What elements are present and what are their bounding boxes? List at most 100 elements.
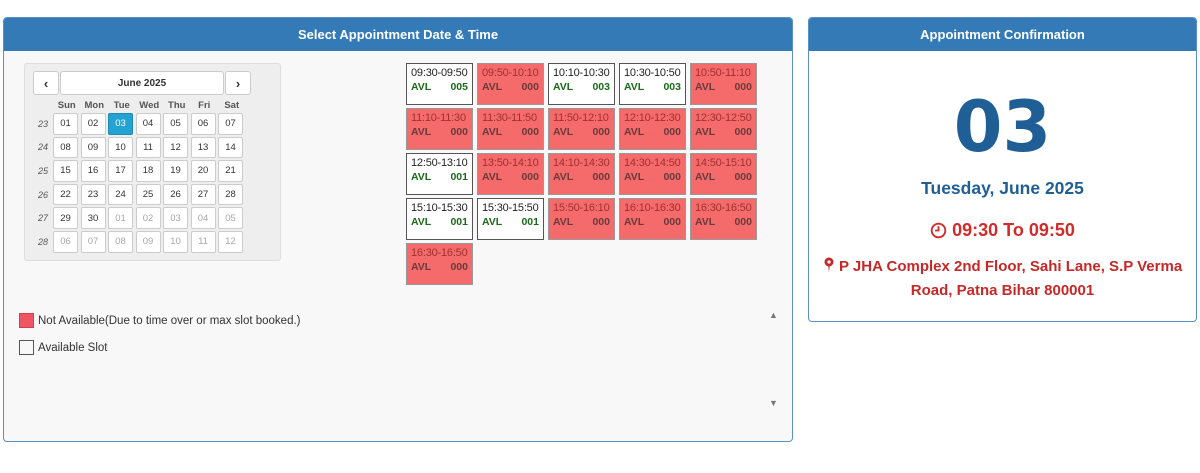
confirmation-time-text: 09:30 To 09:50	[952, 220, 1075, 240]
calendar-day[interactable]: 19	[163, 160, 188, 182]
slot-time: 14:50-15:10	[695, 157, 752, 169]
calendar-week-row: 23 01 02 03 04 05 06 07	[33, 112, 246, 136]
calendar-week-row: 26 22 23 24 25 26 27 28	[33, 183, 246, 207]
slot-time: 16:30-16:50	[411, 247, 468, 259]
calendar-next-button[interactable]: ›	[225, 71, 251, 95]
slot-count: 000	[521, 126, 539, 138]
calendar-day[interactable]: 10	[108, 136, 133, 159]
calendar-day[interactable]: 09	[80, 136, 106, 159]
calendar-day[interactable]: 11	[135, 136, 161, 159]
calendar-day[interactable]: 07	[218, 113, 243, 135]
calendar-day[interactable]: 20	[190, 160, 216, 182]
calendar-day[interactable]: 12	[218, 231, 243, 253]
slot-time: 15:10-15:30	[411, 202, 468, 214]
confirmation-date: Tuesday, June 2025	[921, 178, 1084, 198]
slot-count: 000	[450, 126, 468, 138]
weekday-header: Wed	[139, 100, 160, 111]
calendar-day[interactable]: 26	[163, 183, 188, 206]
time-slot-unavailable: 12:10-12:30 AVL 000	[619, 108, 686, 150]
calendar-day[interactable]: 06	[190, 113, 216, 135]
confirmation-address: P JHA Complex 2nd Floor, Sahi Lane, S.P …	[819, 255, 1186, 303]
time-slot-available[interactable]: 15:10-15:30 AVL 001	[406, 198, 473, 240]
slot-time: 10:50-11:10	[695, 67, 751, 79]
calendar-day[interactable]: 07	[80, 231, 106, 253]
slot-time: 15:30-15:50	[482, 202, 539, 214]
calendar-day[interactable]: 21	[218, 160, 243, 182]
slot-count: 000	[592, 126, 610, 138]
slot-availability: AVL 000	[411, 261, 468, 273]
calendar-day[interactable]: 06	[53, 231, 78, 253]
slot-avl-label: AVL	[624, 171, 645, 183]
slot-time: 11:30-11:50	[482, 112, 537, 124]
calendar-week-row: 27 29 30 01 02 03 04 05	[33, 206, 246, 230]
calendar-day[interactable]: 28	[218, 183, 243, 206]
calendar-day[interactable]: 24	[108, 183, 133, 206]
calendar-day[interactable]: 15	[53, 160, 78, 182]
slot-count: 003	[663, 81, 681, 93]
time-slot-available[interactable]: 09:30-09:50 AVL 005	[406, 63, 473, 105]
calendar-day[interactable]: 05	[163, 113, 188, 135]
slot-availability: AVL 000	[482, 171, 539, 183]
slot-time: 13:50-14:10	[482, 157, 539, 169]
slot-time: 12:30-12:50	[695, 112, 752, 124]
time-slot-available[interactable]: 12:50-13:10 AVL 001	[406, 153, 473, 195]
calendar-day[interactable]: 30	[80, 207, 106, 229]
slot-time: 14:10-14:30	[553, 157, 610, 169]
calendar-day[interactable]: 12	[163, 136, 188, 159]
time-slot-available[interactable]: 15:30-15:50 AVL 001	[477, 198, 544, 240]
calendar-month-label[interactable]: June 2025	[60, 71, 224, 95]
week-number: 23	[37, 118, 48, 129]
slot-time: 12:50-13:10	[411, 157, 468, 169]
calendar-day[interactable]: 18	[135, 160, 161, 182]
calendar: ‹ June 2025 › Sun Mon Tue Wed Thu Fri Sat 23 01 0…	[24, 63, 281, 261]
calendar-day[interactable]: 08	[53, 136, 78, 159]
slot-count: 000	[663, 126, 681, 138]
scroll-down-icon[interactable]: ▼	[769, 398, 778, 408]
calendar-day[interactable]: 09	[135, 231, 161, 253]
calendar-day[interactable]: 25	[135, 183, 161, 206]
calendar-day[interactable]: 13	[190, 136, 216, 159]
time-slot-available[interactable]: 10:30-10:50 AVL 003	[619, 63, 686, 105]
scroll-up-icon[interactable]: ▲	[769, 310, 778, 320]
slot-count: 000	[663, 171, 681, 183]
calendar-day[interactable]: 03	[163, 207, 188, 229]
time-slot-unavailable: 16:30-16:50 AVL 000	[406, 243, 473, 285]
slot-availability: AVL 000	[553, 171, 610, 183]
calendar-day[interactable]: 01	[108, 207, 133, 229]
slot-availability: AVL 001	[411, 216, 468, 228]
calendar-day[interactable]: 02	[80, 113, 106, 135]
available-swatch	[19, 340, 34, 355]
calendar-day[interactable]: 01	[53, 113, 78, 135]
calendar-day[interactable]: 17	[108, 160, 133, 182]
calendar-day-selected[interactable]: 03	[108, 113, 133, 135]
calendar-day[interactable]: 08	[108, 231, 133, 253]
slot-avl-label: AVL	[482, 126, 503, 138]
week-number: 27	[37, 213, 48, 224]
slot-count: 001	[450, 171, 468, 183]
slot-count: 000	[521, 81, 539, 93]
calendar-day[interactable]: 23	[80, 183, 106, 206]
legend-not-available-label: Not Available(Due to time over or max sl…	[38, 314, 301, 327]
slot-avl-label: AVL	[411, 126, 432, 138]
calendar-day[interactable]: 14	[218, 136, 243, 159]
legend-not-available: Not Available(Due to time over or max sl…	[19, 313, 301, 328]
calendar-day[interactable]: 10	[163, 231, 188, 253]
calendar-day[interactable]: 16	[80, 160, 106, 182]
slot-avl-label: AVL	[411, 171, 432, 183]
calendar-day[interactable]: 29	[53, 207, 78, 229]
slot-avl-label: AVL	[482, 81, 503, 93]
calendar-day[interactable]: 22	[53, 183, 78, 206]
slot-count: 005	[450, 81, 468, 93]
time-slot-available[interactable]: 10:10-10:30 AVL 003	[548, 63, 615, 105]
slot-avl-label: AVL	[695, 171, 716, 183]
calendar-day[interactable]: 05	[218, 207, 243, 229]
slot-count: 000	[592, 171, 610, 183]
calendar-day[interactable]: 11	[190, 231, 216, 253]
calendar-day[interactable]: 04	[190, 207, 216, 229]
calendar-day[interactable]: 02	[135, 207, 161, 229]
slot-availability: AVL 000	[695, 216, 752, 228]
calendar-day[interactable]: 04	[135, 113, 161, 135]
calendar-prev-button[interactable]: ‹	[33, 71, 59, 95]
calendar-day[interactable]: 27	[190, 183, 216, 206]
slot-time: 16:10-16:30	[624, 202, 681, 214]
